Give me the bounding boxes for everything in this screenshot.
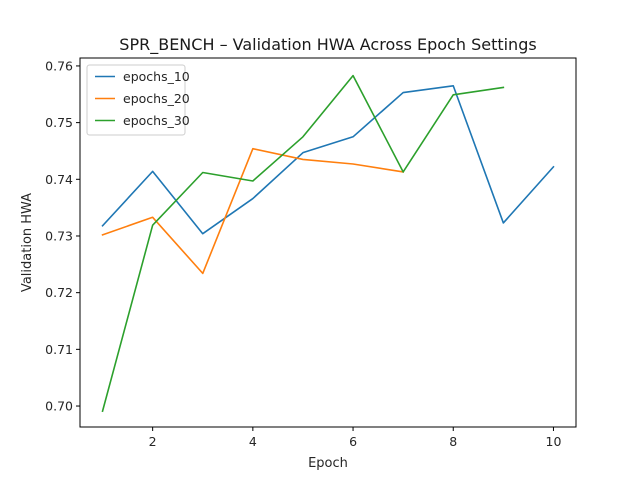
y-tick-label: 0.72: [45, 285, 73, 300]
legend-label-epochs_30: epochs_30: [123, 113, 190, 128]
series-line-epochs_10: [101, 84, 555, 235]
y-axis-label: Validation HWA: [20, 193, 35, 292]
legend-label-epochs_10: epochs_10: [123, 69, 190, 84]
y-tick-label: 0.71: [45, 342, 73, 357]
y-tick-label: 0.74: [45, 172, 73, 187]
chart-title: SPR_BENCH – Validation HWA Across Epoch …: [119, 35, 536, 55]
series-line-epochs_20: [101, 147, 405, 275]
x-tick-label: 10: [546, 434, 562, 449]
series-line-epochs_30: [101, 74, 505, 413]
legend-box: [86, 64, 186, 136]
y-tick-label: 0.70: [45, 399, 73, 414]
x-tick-label: 6: [349, 434, 357, 449]
x-tick-label: 8: [449, 434, 457, 449]
legend-label-epochs_20: epochs_20: [123, 91, 190, 106]
x-tick-label: 4: [249, 434, 257, 449]
plot-frame: [79, 57, 577, 428]
y-tick-label: 0.73: [45, 228, 73, 243]
x-axis-label: Epoch: [308, 456, 348, 471]
y-tick-label: 0.75: [45, 115, 73, 130]
legend: epochs_10 epochs_20 epochs_30: [86, 64, 190, 136]
y-tick-label: 0.76: [45, 58, 73, 73]
x-tick-label: 2: [149, 434, 157, 449]
